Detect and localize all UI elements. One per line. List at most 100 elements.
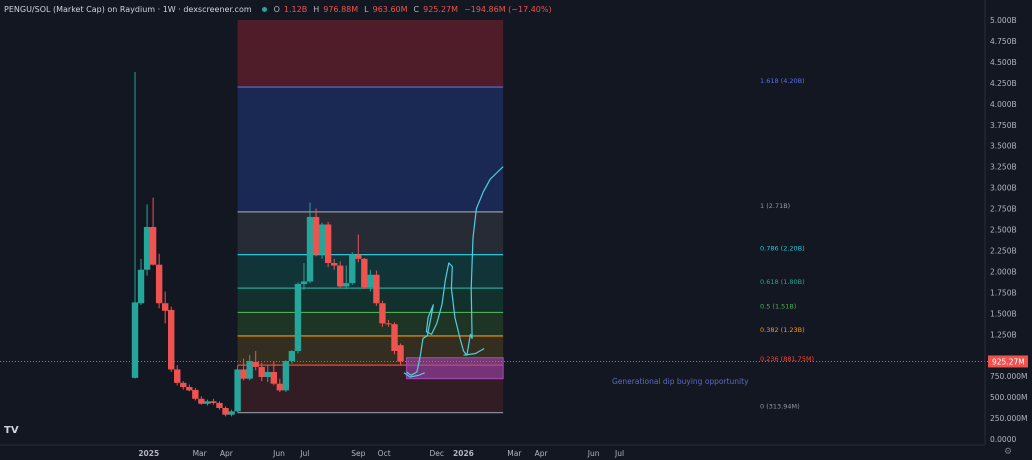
y-tick-label: 0.0000	[990, 435, 1016, 444]
low-label: L	[364, 4, 369, 14]
y-tick-label: 250.000M	[990, 414, 1028, 423]
high-value: 976.88M	[323, 4, 359, 14]
x-tick-label: Apr	[535, 449, 549, 458]
candle-body	[330, 263, 338, 266]
candle-body	[361, 258, 368, 288]
y-tick-label: 500.000M	[990, 393, 1028, 402]
candle-body	[149, 226, 157, 265]
price-label: 925.27M	[992, 357, 1025, 366]
candle-body	[355, 254, 362, 259]
fib-levels: 1.618 (4.20B) 1 (2.71B) 0.786 (2.20B) 0.618…	[237, 77, 814, 414]
y-tick-label: 2.500B	[990, 226, 1017, 235]
candle-body	[300, 281, 308, 284]
candle-body	[385, 323, 392, 325]
buy-zone: Generational dip buying opportunity	[406, 357, 749, 386]
candle-body	[216, 402, 223, 408]
candle-body	[379, 303, 386, 324]
buy-zone-box	[406, 357, 504, 380]
fib-zones	[237, 20, 504, 413]
candle-body	[252, 361, 259, 367]
change-value: −194.86M (−17.40%)	[464, 4, 552, 14]
candle-body	[192, 389, 199, 399]
candle-body	[391, 324, 398, 352]
chart-title: PENGU/SOL (Market Cap) on Raydium · 1W ·…	[4, 4, 252, 14]
candle-body	[131, 302, 139, 378]
y-tick-label: 1.250B	[990, 330, 1017, 339]
candle-body	[373, 274, 380, 304]
y-tick-label: 3.000B	[990, 184, 1017, 193]
x-tick-label: Mar	[507, 449, 522, 458]
x-tick-label: Mar	[193, 449, 208, 458]
y-tick-label: 3.250B	[990, 163, 1017, 172]
candle-body	[294, 283, 302, 352]
x-tick-label: Jul	[614, 449, 624, 458]
fib-level-label: 0.618 (1.80B)	[760, 278, 805, 286]
price-label-box	[988, 355, 1028, 368]
candle-body	[198, 398, 205, 404]
y-axis[interactable]: 5.000B 4.750B 4.500B 4.250B 4.000B 3.750B 3.50…	[984, 0, 1028, 445]
candle-body	[288, 351, 296, 362]
gear-icon[interactable]: ⚙	[1004, 447, 1013, 457]
tradingview-logo[interactable]: TV	[4, 425, 19, 436]
candle-body	[312, 216, 320, 255]
candle-body	[324, 224, 332, 264]
candle-body	[270, 371, 278, 384]
y-tick-label: 1.750B	[990, 288, 1017, 297]
fib-zone	[237, 312, 504, 336]
candle-body	[318, 224, 326, 255]
fib-level-label: 1.618 (4.20B)	[760, 77, 805, 85]
candle-body	[306, 216, 314, 282]
candle-body	[264, 371, 271, 377]
hand-drawn-projection	[403, 166, 504, 378]
fib-zone	[237, 20, 504, 88]
fib-level-label: 0 (313.94M)	[760, 403, 800, 411]
candle-body	[397, 345, 404, 362]
candle-body	[174, 369, 181, 383]
x-tick-label: Apr	[220, 449, 234, 458]
y-tick-label: 4.000B	[990, 100, 1017, 109]
fib-level-label: 0.382 (1.23B)	[760, 326, 805, 334]
fib-level-label: 0.786 (2.20B)	[760, 245, 805, 253]
y-tick-label: 4.750B	[990, 37, 1017, 46]
x-tick-label: Jun	[587, 449, 600, 458]
open-value: 1.12B	[283, 4, 308, 14]
candle-body	[204, 401, 211, 404]
y-tick-label: 2.250B	[990, 246, 1017, 255]
candle-body	[246, 361, 253, 379]
fib-level-label: 1 (2.71B)	[760, 202, 790, 210]
x-axis[interactable]: 2025 Mar Apr Jun Jul Sep Oct Dec 2026 Mar Apr Jun Ju…	[0, 444, 985, 458]
candle-body	[180, 382, 187, 388]
fib-level-label: 0.236 (881.75M)	[760, 355, 814, 363]
y-tick-label: 3.750B	[990, 121, 1017, 130]
candle-body	[186, 387, 193, 391]
y-tick-label: 750.000M	[990, 372, 1028, 381]
x-tick-label: Dec	[429, 449, 444, 458]
close-value: 925.27M	[423, 4, 459, 14]
candle-body	[336, 265, 344, 287]
y-tick-label: 4.500B	[990, 58, 1017, 67]
projection-line	[406, 166, 504, 376]
right-swoosh	[463, 347, 485, 356]
candle-body	[367, 274, 374, 288]
y-tick-label: 2.750B	[990, 205, 1017, 214]
candle-body	[276, 383, 284, 391]
y-tick-label: 3.500B	[990, 142, 1017, 151]
low-value: 963.60M	[372, 4, 408, 14]
candle-body	[155, 264, 163, 304]
candle-body	[143, 226, 151, 270]
y-tick-label: 1.500B	[990, 309, 1017, 318]
y-tick-label: 5.000B	[990, 16, 1017, 25]
candle-body	[234, 369, 241, 412]
candles	[131, 71, 404, 417]
candle-body	[343, 283, 350, 287]
candle-body	[168, 309, 175, 370]
candle-body	[282, 361, 290, 391]
candle-body	[210, 401, 217, 403]
candle-body	[228, 411, 235, 415]
candle-body	[137, 269, 145, 304]
candle-body	[349, 254, 356, 284]
fib-zone	[237, 288, 504, 313]
y-tick-label: 4.250B	[990, 79, 1017, 88]
fib-level-label: 0.5 (1.51B)	[760, 302, 796, 310]
